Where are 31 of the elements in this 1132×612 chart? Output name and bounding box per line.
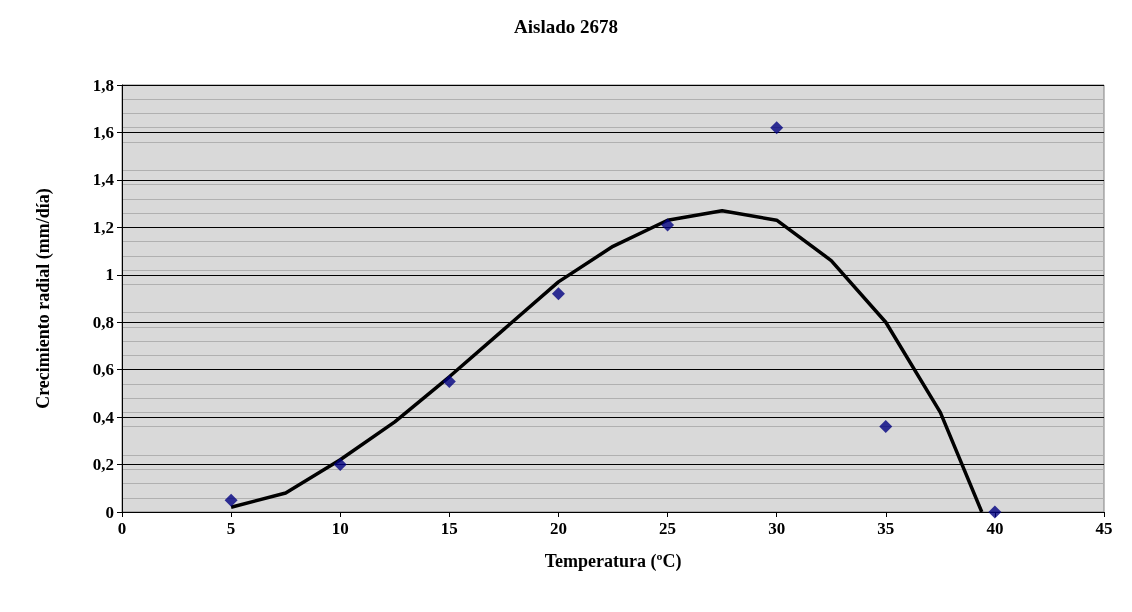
point xyxy=(988,505,1002,519)
point xyxy=(442,375,456,389)
y-tick-label: 1,8 xyxy=(92,75,114,95)
y-tick-label: 1 xyxy=(105,265,114,285)
y-tick-label: 1,4 xyxy=(92,170,115,190)
x-tick-label: 30 xyxy=(768,519,786,538)
point xyxy=(551,287,565,301)
y-tick-label: 1,6 xyxy=(92,122,114,142)
x-tick-label: 25 xyxy=(659,519,677,538)
x-axis-title: Temperatura (ºC) xyxy=(544,551,682,572)
y-tick-label: 1,2 xyxy=(92,217,114,237)
x-tick-label: 0 xyxy=(117,519,127,538)
point xyxy=(879,420,893,434)
x-tick-label: 35 xyxy=(877,519,895,538)
point xyxy=(333,458,347,472)
chart-title: Aislado 2678 xyxy=(514,16,618,37)
x-tick-label: 20 xyxy=(549,519,567,538)
point xyxy=(224,493,238,507)
point xyxy=(661,218,675,232)
y-tick-label: 0,6 xyxy=(92,360,114,380)
y-tick-label: 0 xyxy=(105,502,114,522)
y-tick-label: 0,4 xyxy=(92,407,115,427)
y-tick-label: 0,8 xyxy=(92,312,114,332)
x-tick-label: 40 xyxy=(986,519,1004,538)
x-tick-label: 15 xyxy=(440,519,458,538)
y-axis-title: Crecimiento radial (mm/día) xyxy=(33,188,54,409)
y-tick-label: 0,2 xyxy=(92,455,114,475)
x-tick-label: 45 xyxy=(1095,519,1113,538)
x-tick-label: 5 xyxy=(226,519,236,538)
x-tick-label: 10 xyxy=(331,519,349,538)
point xyxy=(770,121,784,135)
